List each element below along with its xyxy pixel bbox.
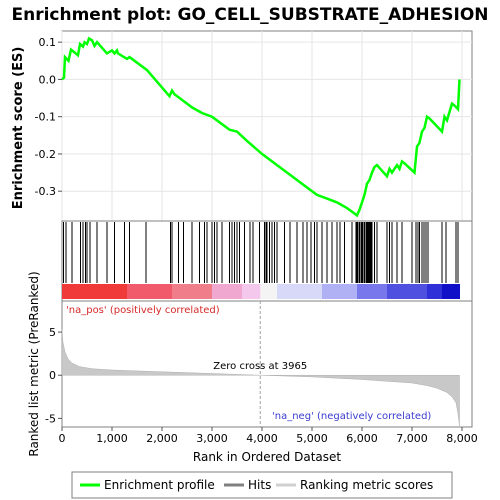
colorbar-segment: [322, 284, 358, 299]
x-tick-label: 8,000: [446, 432, 478, 445]
es-y-ticks: 0.1 0.0 -0.1 -0.2 -0.3: [35, 36, 62, 198]
rank-panel-frame: [61, 300, 473, 428]
zero-cross-label: Zero cross at 3965: [213, 361, 307, 372]
x-tick-label: 1,000: [96, 432, 128, 445]
x-tick-label: 5,000: [296, 432, 328, 445]
negative-correlation-label: 'na_neg' (negatively correlated): [272, 411, 431, 422]
legend-box: [71, 471, 453, 499]
ranking-metric-area: [61, 329, 460, 427]
x-tick-label: 4,000: [246, 432, 278, 445]
x-tick-label: 7,000: [396, 432, 428, 445]
colorbar-segment: [62, 284, 128, 299]
colorbar-segment: [212, 284, 243, 299]
x-tick-label: 6,000: [346, 432, 378, 445]
rank-tick-label: 5: [49, 326, 56, 339]
colorbar-segment: [357, 284, 388, 299]
rank-tick-label: 0: [49, 369, 56, 382]
hit-markers: [63, 222, 459, 283]
es-tick-label: -0.1: [35, 111, 56, 124]
colorbar-segment: [127, 284, 173, 299]
rank-y-ticks: 5 0 -5: [45, 326, 62, 425]
x-tick-label: 3,000: [196, 432, 228, 445]
colorbar-segment: [442, 284, 460, 299]
es-tick-label: 0.0: [39, 73, 57, 86]
chart-title: Enrichment plot: GO_CELL_SUBSTRATE_ADHES…: [11, 5, 488, 25]
x-ticks: 0 1,000 2,000 3,000 4,000 5,000 6,000 7,000 8,00…: [59, 427, 478, 445]
colorbar-segment: [387, 284, 428, 299]
colorbar-segment: [277, 284, 323, 299]
es-y-axis-label: Enrichment score (ES): [11, 47, 26, 210]
enrichment-profile-line: [61, 36, 461, 218]
colorbar-segment: [427, 284, 443, 299]
positive-correlation-label: 'na_pos' (positively correlated): [66, 305, 220, 316]
legend-label-metric: Ranking metric scores: [300, 478, 433, 492]
colorbar-segment: [172, 284, 213, 299]
rank-y-axis-label: Ranked list metric (PreRanked): [27, 271, 41, 456]
colorbar-segment: [260, 284, 278, 299]
es-tick-label: 0.1: [39, 36, 57, 49]
rank-colorbar: [62, 284, 460, 299]
x-tick-label: 2,000: [146, 432, 178, 445]
es-grid: [61, 31, 472, 221]
es-panel-frame: [61, 30, 473, 222]
es-tick-label: -0.2: [35, 148, 56, 161]
legend-label-enrichment: Enrichment profile: [104, 478, 215, 492]
legend-label-hits: Hits: [248, 478, 271, 492]
x-tick-label: 0: [59, 432, 66, 445]
es-tick-label: -0.3: [35, 185, 56, 198]
x-axis-label: Rank in Ordered Dataset: [193, 450, 341, 464]
rank-tick-label: -5: [45, 412, 56, 425]
colorbar-segment: [242, 284, 261, 299]
